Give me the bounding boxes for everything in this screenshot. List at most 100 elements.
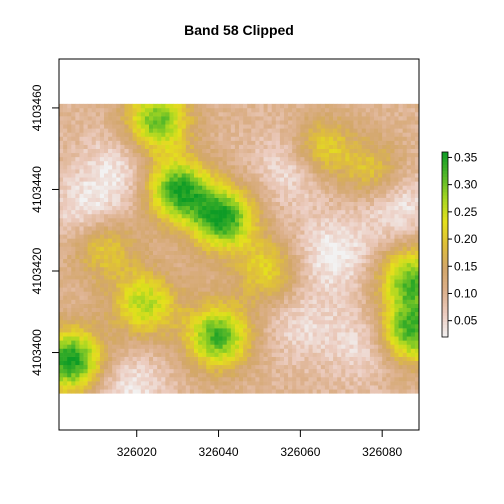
raster-cell bbox=[341, 279, 346, 284]
raster-cell bbox=[132, 124, 138, 129]
raster-cell bbox=[116, 336, 121, 341]
raster-cell bbox=[83, 209, 88, 215]
raster-cell bbox=[251, 209, 256, 215]
raster-cell bbox=[222, 372, 228, 378]
raster-cell bbox=[218, 328, 223, 333]
raster-cell bbox=[169, 291, 174, 296]
raster-cell bbox=[157, 160, 162, 166]
raster-cell bbox=[181, 209, 187, 215]
raster-cell bbox=[79, 222, 84, 227]
raster-cell bbox=[259, 177, 264, 182]
raster-cell bbox=[239, 364, 244, 370]
raster-cell bbox=[67, 266, 72, 272]
raster-cell bbox=[59, 103, 64, 109]
raster-cell bbox=[132, 356, 138, 361]
raster-cell bbox=[67, 262, 72, 268]
raster-cell bbox=[132, 381, 138, 386]
raster-cell bbox=[206, 173, 211, 178]
raster-cell bbox=[144, 328, 150, 333]
raster-cell bbox=[308, 116, 313, 121]
raster-cell bbox=[259, 340, 264, 345]
raster-cell bbox=[169, 136, 174, 141]
raster-cell bbox=[59, 185, 64, 190]
raster-cell bbox=[181, 315, 187, 321]
raster-cell bbox=[312, 189, 318, 194]
raster-cell bbox=[300, 128, 305, 133]
raster-cell bbox=[202, 372, 207, 378]
raster-cell bbox=[226, 324, 232, 329]
raster-cell bbox=[271, 128, 277, 133]
raster-cell bbox=[304, 103, 309, 109]
raster-cell bbox=[292, 250, 297, 255]
raster-cell bbox=[329, 303, 334, 308]
raster-cell bbox=[324, 173, 330, 178]
raster-cell bbox=[91, 311, 97, 317]
raster-cell bbox=[304, 205, 309, 211]
raster-cell bbox=[83, 385, 88, 390]
raster-cell bbox=[243, 291, 248, 296]
raster-cell bbox=[226, 352, 232, 357]
raster-cell bbox=[87, 213, 93, 219]
raster-cell bbox=[198, 128, 203, 133]
raster-cell bbox=[320, 120, 326, 125]
raster-cell bbox=[255, 226, 260, 231]
raster-cell bbox=[259, 185, 264, 190]
raster-cell bbox=[230, 189, 236, 194]
raster-cell bbox=[75, 201, 80, 207]
raster-cell bbox=[83, 136, 88, 141]
raster-cell bbox=[329, 364, 334, 370]
raster-cell bbox=[120, 332, 125, 337]
raster-cell bbox=[251, 124, 256, 129]
raster-cell bbox=[140, 193, 146, 198]
raster-cell bbox=[75, 377, 80, 382]
raster-cell bbox=[132, 385, 138, 390]
raster-cell bbox=[324, 112, 330, 117]
raster-cell bbox=[157, 315, 162, 321]
raster-cell bbox=[296, 283, 301, 288]
raster-cell bbox=[329, 360, 334, 366]
raster-cell bbox=[112, 103, 117, 109]
raster-cell bbox=[230, 279, 236, 284]
raster-cell bbox=[181, 124, 187, 129]
raster-cell bbox=[333, 242, 338, 247]
raster-cell bbox=[251, 148, 256, 154]
raster-cell bbox=[247, 328, 252, 333]
raster-cell bbox=[267, 348, 273, 353]
raster-cell bbox=[153, 315, 158, 321]
raster-cell bbox=[267, 226, 273, 231]
raster-cell bbox=[263, 348, 268, 353]
raster-cell bbox=[185, 160, 191, 166]
raster-cell bbox=[71, 299, 76, 304]
raster-cell bbox=[59, 152, 64, 158]
raster-cell bbox=[140, 238, 146, 243]
raster-cell bbox=[316, 234, 322, 239]
raster-cell bbox=[124, 307, 129, 313]
raster-cell bbox=[218, 136, 223, 141]
raster-cell bbox=[202, 177, 207, 182]
raster-cell bbox=[292, 169, 297, 174]
raster-cell bbox=[316, 328, 322, 333]
raster-cell bbox=[214, 169, 219, 174]
raster-cell bbox=[165, 132, 170, 137]
raster-cell bbox=[59, 116, 64, 121]
raster-cell bbox=[288, 242, 293, 247]
raster-cell bbox=[198, 103, 203, 109]
raster-cell bbox=[329, 279, 334, 284]
raster-cell bbox=[230, 368, 236, 374]
raster-cell bbox=[279, 230, 285, 235]
raster-cell bbox=[59, 271, 64, 276]
raster-cell bbox=[120, 152, 125, 158]
raster-cell bbox=[279, 377, 285, 382]
raster-cell bbox=[71, 368, 76, 374]
raster-cell bbox=[333, 311, 338, 317]
raster-cell bbox=[333, 332, 338, 337]
raster-cell bbox=[259, 311, 264, 317]
raster-cell bbox=[104, 226, 109, 231]
raster-cell bbox=[329, 181, 334, 186]
raster-cell bbox=[169, 250, 174, 255]
raster-cell bbox=[284, 124, 289, 129]
raster-cell bbox=[83, 319, 88, 325]
raster-cell bbox=[71, 360, 76, 366]
raster-cell bbox=[140, 311, 146, 317]
raster-cell bbox=[185, 230, 191, 235]
